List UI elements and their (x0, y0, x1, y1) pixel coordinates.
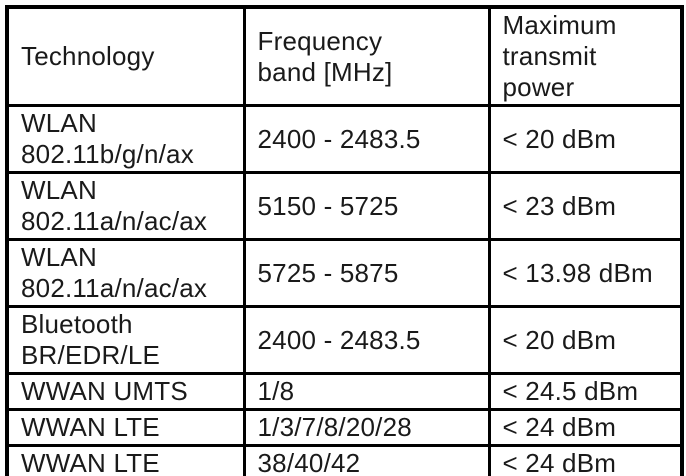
technology-cell: WLAN 802.11a/n/ac/ax (5, 171, 246, 241)
table-row: WWAN LTE 38/40/42 < 24 dBm (5, 444, 684, 476)
frequency-band-cell: 5725 - 5875 (242, 238, 491, 308)
column-header-frequency-band: Frequency band [MHz] (242, 5, 491, 107)
technology-cell: WWAN LTE (5, 444, 246, 476)
technology-cell: WLAN 802.11b/g/n/ax (5, 104, 246, 174)
transmit-power-cell: < 24 dBm (487, 408, 684, 447)
table-row: WWAN UMTS 1/8 < 24.5 dBm (5, 372, 684, 411)
table-row: WWAN LTE 1/3/7/8/20/28 < 24 dBm (5, 408, 684, 447)
table-body: WLAN 802.11b/g/n/ax 2400 - 2483.5 < 20 d… (5, 104, 684, 476)
frequency-band-cell: 2400 - 2483.5 (242, 104, 491, 174)
frequency-band-cell: 2400 - 2483.5 (242, 305, 491, 375)
frequency-band-cell: 1/8 (242, 372, 491, 411)
transmit-power-cell: < 23 dBm (487, 171, 684, 241)
table-header: Technology Frequency band [MHz] Maximum … (5, 5, 684, 107)
column-header-technology: Technology (5, 5, 246, 107)
table-row: WLAN 802.11a/n/ac/ax 5725 - 5875 < 13.98… (5, 238, 684, 308)
frequency-band-cell: 5150 - 5725 (242, 171, 491, 241)
table-row: WLAN 802.11b/g/n/ax 2400 - 2483.5 < 20 d… (5, 104, 684, 174)
transmit-power-cell: < 24 dBm (487, 444, 684, 476)
transmit-power-cell: < 13.98 dBm (487, 238, 684, 308)
transmit-power-cell: < 24.5 dBm (487, 372, 684, 411)
technology-cell: WWAN UMTS (5, 372, 246, 411)
table-row: WLAN 802.11a/n/ac/ax 5150 - 5725 < 23 dB… (5, 171, 684, 241)
table-row: Bluetooth BR/EDR/LE 2400 - 2483.5 < 20 d… (5, 305, 684, 375)
transmit-power-cell: < 20 dBm (487, 104, 684, 174)
column-header-max-transmit-power: Maximum transmit power (487, 5, 684, 107)
technology-cell: WLAN 802.11a/n/ac/ax (5, 238, 246, 308)
transmit-power-table: Technology Frequency band [MHz] Maximum … (5, 5, 684, 476)
technology-cell: WWAN LTE (5, 408, 246, 447)
transmit-power-cell: < 20 dBm (487, 305, 684, 375)
frequency-band-cell: 38/40/42 (242, 444, 491, 476)
technology-cell: Bluetooth BR/EDR/LE (5, 305, 246, 375)
frequency-band-cell: 1/3/7/8/20/28 (242, 408, 491, 447)
table-header-row: Technology Frequency band [MHz] Maximum … (5, 5, 684, 107)
